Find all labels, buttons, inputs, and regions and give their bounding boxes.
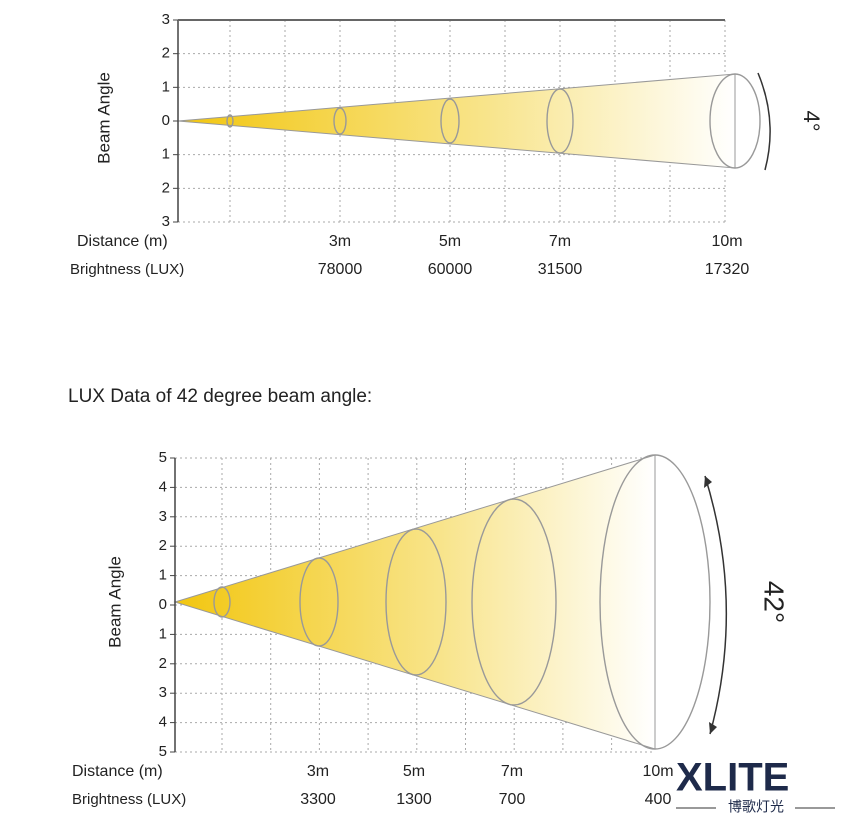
- distance-row-label: Distance (m): [77, 233, 168, 250]
- y-tick-label: 4: [159, 714, 167, 731]
- brightness-value: 1300: [396, 791, 432, 808]
- y-tick-label: 2: [162, 45, 170, 62]
- brightness-value: 400: [645, 791, 672, 808]
- distance-value: 7m: [501, 763, 523, 780]
- diagram-4-degree: 3 2 1 0 1 2 3 Beam Angle 4° Distance (m) Brightnes…: [70, 11, 824, 278]
- y-tick-label: 0: [162, 112, 170, 129]
- y-tick-label: 3: [162, 213, 170, 230]
- y-axis-label: Beam Angle: [105, 556, 124, 648]
- brightness-row-label: Brightness (LUX): [72, 791, 186, 808]
- y-tick-label: 2: [162, 179, 170, 196]
- logo-subtitle: 博歌灯光: [728, 799, 784, 815]
- distance-value: 10m: [642, 763, 673, 780]
- distance-value: 10m: [711, 233, 742, 250]
- diagram-42-degree: 5 4 3 2 1 0 1 2 3 4 5 Beam Angle 42° Distance (m) Brig…: [72, 449, 790, 808]
- y-axis-label: Beam Angle: [94, 72, 113, 164]
- logo: XLITE 博歌灯光: [676, 756, 835, 815]
- y-tick-label: 2: [159, 655, 167, 672]
- beam-section: [213, 586, 231, 618]
- angle-arc: [704, 475, 728, 735]
- beam-section: [299, 557, 339, 647]
- brightness-value: 17320: [705, 261, 750, 278]
- arrow-head: [704, 476, 712, 488]
- distance-value: 5m: [403, 763, 425, 780]
- y-tick-label: 3: [159, 508, 167, 525]
- beam-section: [471, 498, 557, 706]
- y-tick-label: 1: [159, 567, 167, 584]
- angle-label: 4°: [799, 110, 824, 131]
- distance-value: 7m: [549, 233, 571, 250]
- section-title: LUX Data of 42 degree beam angle:: [68, 386, 372, 407]
- beam-section: [333, 107, 347, 135]
- distance-value: 5m: [439, 233, 461, 250]
- arrow-head: [709, 722, 717, 734]
- y-tick-label: 3: [159, 684, 167, 701]
- y-tick-label: 5: [159, 743, 167, 760]
- beam-section: [709, 73, 761, 169]
- beam-section: [546, 88, 574, 154]
- logo-name: XLITE: [676, 756, 789, 800]
- brightness-value: 60000: [428, 261, 473, 278]
- beam-section: [599, 454, 711, 750]
- angle-label: 42°: [759, 581, 790, 623]
- y-tick-label: 5: [159, 449, 167, 466]
- beam-section: [440, 98, 460, 144]
- y-tick-label: 2: [159, 537, 167, 554]
- y-tick-label: 1: [159, 625, 167, 642]
- brightness-value: 31500: [538, 261, 583, 278]
- distance-value: 3m: [307, 763, 329, 780]
- y-tick-label: 0: [159, 596, 167, 613]
- beam-section: [226, 114, 234, 128]
- angle-arc: [757, 72, 771, 171]
- beam-section: [385, 528, 447, 676]
- y-tick-label: 3: [162, 11, 170, 28]
- y-tick-label: 1: [162, 146, 170, 163]
- y-tick-label: 1: [162, 78, 170, 95]
- distance-value: 3m: [329, 233, 351, 250]
- beam-cone: [173, 454, 656, 750]
- brightness-row-label: Brightness (LUX): [70, 261, 184, 278]
- distance-row-label: Distance (m): [72, 763, 163, 780]
- brightness-value: 3300: [300, 791, 336, 808]
- brightness-value: 78000: [318, 261, 363, 278]
- brightness-value: 700: [499, 791, 526, 808]
- beam-cone: [177, 73, 736, 169]
- y-tick-label: 4: [159, 478, 167, 495]
